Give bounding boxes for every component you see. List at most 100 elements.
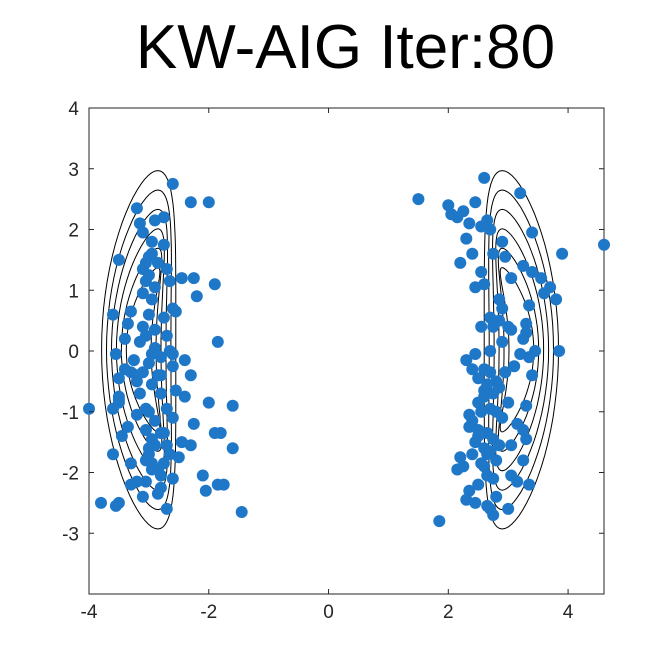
scatter-point bbox=[202, 396, 215, 409]
contour-line bbox=[497, 247, 540, 452]
scatter-point bbox=[157, 211, 170, 224]
scatter-point bbox=[107, 402, 119, 415]
scatter-point bbox=[550, 293, 563, 306]
chart-title: KW-AIG Iter:80 bbox=[135, 13, 556, 82]
scatter-point bbox=[166, 177, 179, 190]
scatter-point bbox=[139, 475, 152, 488]
scatter-point bbox=[118, 363, 131, 376]
scatter-point bbox=[553, 345, 566, 357]
scatter-point bbox=[454, 451, 467, 464]
scatter-point bbox=[166, 472, 179, 485]
y-tick-label: 4 bbox=[68, 99, 79, 120]
scatter-point bbox=[214, 427, 227, 439]
scatter-point bbox=[130, 375, 143, 388]
scatter-point bbox=[130, 408, 143, 421]
scatter-point bbox=[124, 478, 137, 491]
scatter-point bbox=[187, 272, 200, 285]
scatter-point bbox=[124, 457, 137, 470]
scatter-point bbox=[469, 436, 482, 449]
scatter-point bbox=[598, 238, 610, 251]
scatter-point bbox=[514, 187, 527, 200]
scatter-point bbox=[472, 478, 485, 491]
scatter-point bbox=[175, 272, 188, 285]
scatter-point bbox=[466, 448, 479, 461]
scatter-point bbox=[472, 396, 485, 409]
scatter-point bbox=[121, 420, 134, 433]
scatter-point bbox=[145, 378, 158, 391]
scatter-point bbox=[178, 354, 191, 367]
scatter-point bbox=[121, 317, 134, 330]
scatter-point bbox=[526, 226, 539, 239]
scatter-point bbox=[145, 293, 158, 306]
scatter-point bbox=[490, 490, 503, 503]
scatter-point bbox=[160, 502, 173, 515]
scatter-point bbox=[475, 266, 488, 278]
scatter-point bbox=[460, 354, 473, 367]
x-axis-ticks: -4 -2 0 2 4 bbox=[81, 108, 574, 623]
scatter-point bbox=[517, 454, 530, 467]
scatter-point bbox=[463, 408, 476, 421]
scatter-point bbox=[433, 515, 446, 528]
scatter-point bbox=[469, 348, 482, 360]
scatter-point bbox=[148, 281, 161, 294]
scatter-point bbox=[412, 193, 425, 206]
contour-line bbox=[495, 228, 545, 472]
contour-line bbox=[110, 208, 168, 491]
scatter-point bbox=[511, 475, 524, 488]
scatter-point bbox=[151, 256, 164, 269]
contour-line bbox=[101, 170, 177, 530]
scatter-point bbox=[496, 302, 509, 315]
scatter-point bbox=[208, 278, 221, 291]
scatter-point bbox=[160, 439, 173, 452]
scatter-point bbox=[493, 293, 506, 306]
scatter-point bbox=[139, 275, 152, 288]
scatter-point bbox=[184, 439, 197, 452]
scatter-point bbox=[460, 493, 473, 506]
scatter-point bbox=[211, 335, 224, 348]
scatter-point bbox=[166, 360, 179, 373]
scatter-point bbox=[118, 332, 131, 345]
scatter-point bbox=[199, 484, 212, 497]
scatter-point bbox=[160, 263, 173, 275]
y-tick-label: 0 bbox=[68, 342, 79, 363]
scatter-point bbox=[107, 448, 119, 461]
scatter-point bbox=[478, 460, 491, 473]
scatter-point bbox=[160, 329, 173, 342]
scatter-point bbox=[526, 266, 539, 278]
scatter-point bbox=[112, 372, 125, 385]
scatter-point bbox=[556, 247, 569, 260]
scatter-point bbox=[133, 335, 146, 348]
scatter-point bbox=[142, 405, 155, 418]
scatter-point bbox=[154, 387, 167, 400]
scatter-point bbox=[178, 390, 191, 403]
scatter-point bbox=[124, 305, 137, 318]
scatter-point bbox=[517, 332, 530, 345]
scatter-point bbox=[148, 214, 161, 227]
scatter-point bbox=[475, 320, 488, 333]
scatter-point bbox=[505, 323, 518, 336]
scatter-point bbox=[535, 272, 548, 285]
scatter-point bbox=[202, 196, 215, 209]
y-tick-label: -1 bbox=[62, 403, 79, 424]
y-tick-label: -3 bbox=[62, 524, 79, 545]
scatter-point bbox=[163, 275, 176, 288]
scatter-point bbox=[109, 499, 122, 512]
scatter-point bbox=[148, 323, 161, 336]
scatter-point bbox=[235, 506, 248, 518]
scatter-point bbox=[95, 496, 107, 509]
scatter-point bbox=[83, 402, 95, 415]
scatter-point bbox=[463, 484, 476, 497]
scatter-point bbox=[520, 433, 533, 446]
scatter-point bbox=[505, 272, 518, 285]
data-points bbox=[83, 171, 610, 528]
scatter-point bbox=[169, 384, 182, 397]
scatter-point bbox=[505, 439, 518, 452]
scatter-point bbox=[127, 354, 140, 367]
scatter-point bbox=[466, 363, 479, 376]
y-tick-label: 2 bbox=[68, 221, 79, 242]
scatter-point bbox=[484, 366, 497, 379]
scatter-point bbox=[226, 399, 239, 412]
scatter-point bbox=[451, 463, 464, 476]
scatter-point bbox=[175, 436, 188, 449]
scatter-point bbox=[493, 439, 506, 452]
